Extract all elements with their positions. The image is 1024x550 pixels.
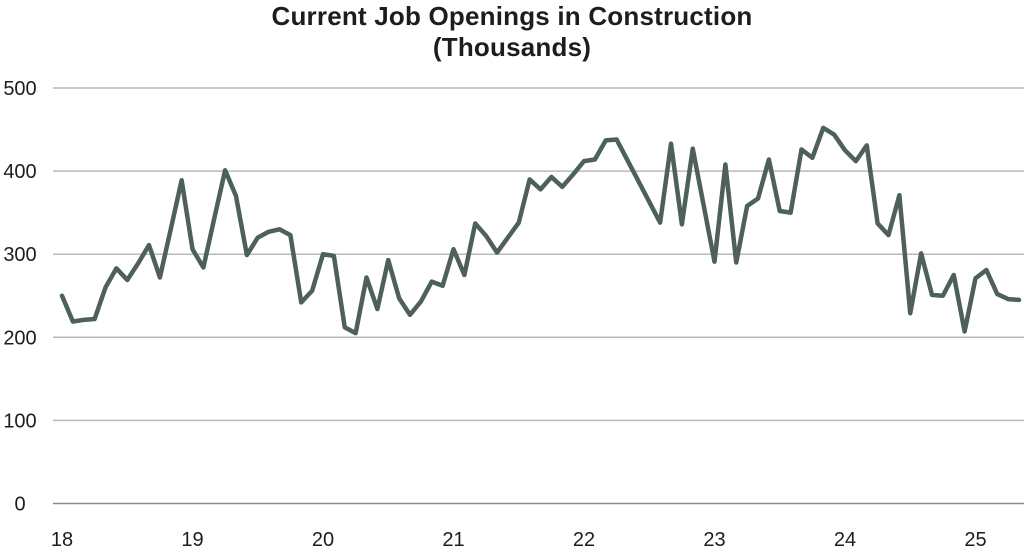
job-openings-line-series xyxy=(59,125,1022,336)
chart-title: Current Job Openings in Construction xyxy=(271,1,753,31)
y-tick-label-100: 100 xyxy=(3,410,36,432)
gridlines-group xyxy=(53,87,1024,505)
x-tick-label-23: 23 xyxy=(703,529,725,550)
data-series-group xyxy=(59,125,1022,336)
x-tick-label-24: 24 xyxy=(834,529,856,550)
y-axis-labels-group: 500 400 300 200 100 0 xyxy=(3,78,36,516)
x-tick-label-22: 22 xyxy=(573,529,595,550)
x-tick-label-20: 20 xyxy=(312,529,334,550)
x-tick-label-19: 19 xyxy=(181,529,203,550)
x-axis-labels-group: 18 19 20 21 22 23 24 25 xyxy=(51,529,987,550)
x-tick-label-21: 21 xyxy=(442,529,464,550)
y-tick-label-200: 200 xyxy=(3,327,36,349)
x-tick-label-25: 25 xyxy=(964,529,986,550)
chart-subtitle: (Thousands) xyxy=(432,32,592,62)
y-tick-label-0: 0 xyxy=(14,494,25,516)
y-tick-label-300: 300 xyxy=(3,244,36,266)
y-tick-label-400: 400 xyxy=(3,161,36,183)
y-tick-label-500: 500 xyxy=(3,78,36,100)
x-tick-label-18: 18 xyxy=(51,529,73,550)
